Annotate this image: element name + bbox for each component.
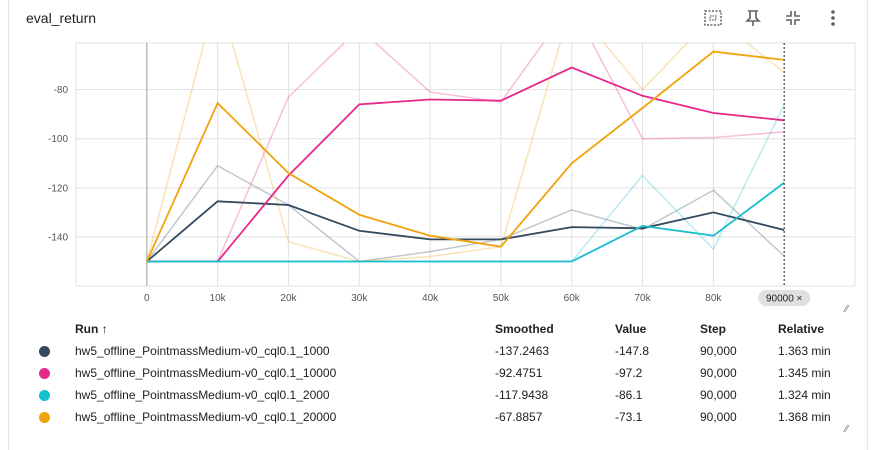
fit-domain-icon [704, 10, 722, 26]
run-name: hw5_offline_PointmassMedium-v0_cql0.1_10… [75, 344, 330, 358]
x-tick-label: 60k [564, 293, 581, 304]
table-resize-handle[interactable]: ⁄⁄ [845, 424, 849, 435]
y-tick-label: -140 [48, 232, 68, 243]
run-color-dot [39, 368, 50, 380]
smoothed-series-line[interactable] [145, 50, 785, 262]
x-tick-label: 20k [280, 293, 297, 304]
step-value: 90,000 [700, 366, 737, 380]
relative-value: 1.324 min [778, 388, 831, 402]
x-tick-label: 50k [493, 293, 510, 304]
runs-table: Run ↑ Smoothed Value Step Relative hw5_o… [29, 318, 858, 428]
smoothed-series-line[interactable] [146, 66, 785, 263]
relative-column-header[interactable]: Relative [778, 322, 825, 336]
chart-resize-handle[interactable]: ⁄⁄ [845, 304, 849, 315]
more-vert-icon [831, 10, 835, 26]
table-row: hw5_offline_PointmassMedium-v0_cql0.1_20… [29, 384, 858, 406]
collapse-icon [786, 11, 800, 25]
plot-frame [75, 42, 856, 287]
chart-toolbar [701, 6, 845, 30]
cursor-step-chip[interactable] [758, 290, 811, 306]
x-tick-label: 30k [351, 293, 368, 304]
table-header-row: Run ↑ Smoothed Value Step Relative [29, 318, 858, 340]
x-tick-label: 80k [705, 293, 722, 304]
more-menu-button[interactable] [821, 6, 845, 30]
step-value: 90,000 [700, 344, 737, 358]
x-tick-label: 40k [422, 293, 439, 304]
table-row: hw5_offline_PointmassMedium-v0_cql0.1_10… [29, 340, 858, 362]
run-color-dot [39, 390, 50, 402]
step-column-header[interactable]: Step [700, 322, 727, 336]
table-row: hw5_offline_PointmassMedium-v0_cql0.1_10… [29, 362, 858, 384]
y-tick-label: -80 [54, 85, 69, 96]
raw-value: -97.2 [615, 366, 643, 380]
run-name: hw5_offline_PointmassMedium-v0_cql0.1_10… [75, 366, 337, 380]
run-name: hw5_offline_PointmassMedium-v0_cql0.1_20… [75, 410, 337, 424]
line-chart[interactable]: -80 -100 -120 -140 0 10k 20k 30k 40k 50k 60k 70k 80k… [9, 0, 867, 320]
raw-value: -86.1 [615, 388, 643, 402]
raw-series-line [146, 43, 785, 263]
chart-title: eval_return [26, 10, 97, 26]
x-tick-label: 70k [634, 293, 651, 304]
raw-value: -147.8 [615, 344, 650, 358]
x-tick-label: 0 [144, 293, 150, 304]
smoothed-value: -67.8857 [495, 410, 543, 424]
smoothed-value: -92.4751 [495, 366, 543, 380]
x-tick-label: 10k [210, 293, 227, 304]
raw-series-line [146, 164, 785, 263]
chart-card: eval_return -80 -100 -120 -140 0 10k [8, 0, 868, 450]
run-name: hw5_offline_PointmassMedium-v0_cql0.1_20… [75, 388, 330, 402]
run-color-dot [39, 346, 50, 358]
pin-icon [745, 10, 761, 26]
smoothed-series-line[interactable] [146, 200, 785, 263]
smoothed-value: -137.2463 [495, 344, 550, 358]
step-value: 90,000 [700, 410, 737, 424]
relative-value: 1.345 min [778, 366, 831, 380]
y-tick-label: -100 [48, 134, 68, 145]
smoothed-series-line[interactable] [146, 181, 785, 263]
run-column-header[interactable]: Run ↑ [75, 322, 108, 336]
smoothed-value: -117.9438 [495, 388, 549, 402]
table-row: hw5_offline_PointmassMedium-v0_cql0.1_20… [29, 406, 858, 428]
run-color-dot [39, 412, 50, 424]
relative-value: 1.368 min [778, 410, 831, 424]
raw-value: -73.1 [615, 410, 643, 424]
value-column-header[interactable]: Value [615, 322, 647, 336]
step-value: 90,000 [700, 388, 737, 402]
raw-series-line [146, 43, 785, 263]
fit-domain-button[interactable] [701, 6, 725, 30]
smoothed-column-header[interactable]: Smoothed [495, 322, 554, 336]
collapse-button[interactable] [781, 6, 805, 30]
pin-button[interactable] [741, 6, 765, 30]
cursor-step-label: 90000 × [766, 294, 803, 305]
relative-value: 1.363 min [778, 344, 831, 358]
y-tick-label: -120 [48, 183, 68, 194]
